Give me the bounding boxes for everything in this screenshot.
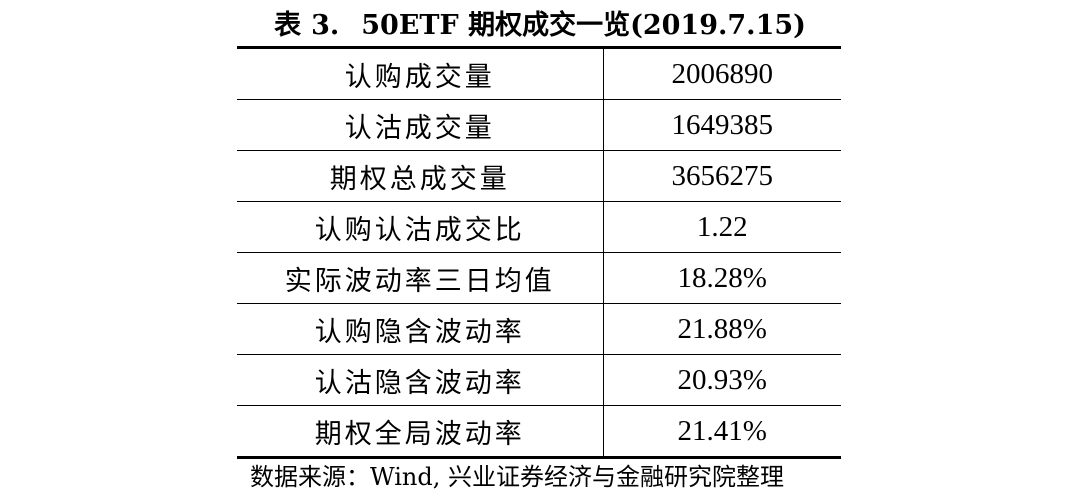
- table-row: 认沽隐含波动率 20.93%: [237, 354, 841, 406]
- row-label: 认购成交量: [237, 46, 604, 100]
- row-label: 实际波动率三日均值: [237, 252, 604, 304]
- row-label: 期权全局波动率: [237, 405, 604, 459]
- table-row: 期权总成交量 3656275: [237, 150, 841, 202]
- data-source-note: 数据来源：Wind, 兴业证券经济与金融研究院整理: [250, 463, 784, 491]
- table-row: 认购认沽成交比 1.22: [237, 201, 841, 253]
- row-value: 21.41%: [603, 405, 841, 459]
- row-label: 认沽成交量: [237, 99, 604, 151]
- table-row: 认沽成交量 1649385: [237, 99, 841, 151]
- caption-prefix: 表: [274, 10, 302, 41]
- options-volume-table: 认购成交量 2006890 认沽成交量 1649385 期权总成交量 36562…: [237, 46, 841, 459]
- table-row: 实际波动率三日均值 18.28%: [237, 252, 841, 304]
- table-row: 认购成交量 2006890: [237, 46, 841, 100]
- table-caption: 表 3. 50ETF 期权成交一览(2019.7.15): [0, 8, 1080, 44]
- row-value: 3656275: [603, 150, 841, 202]
- row-label: 期权总成交量: [237, 150, 604, 202]
- row-label: 认购认沽成交比: [237, 201, 604, 253]
- row-value: 1.22: [603, 201, 841, 253]
- row-value: 18.28%: [603, 252, 841, 304]
- row-value: 20.93%: [603, 354, 841, 406]
- row-value: 1649385: [603, 99, 841, 151]
- row-value: 21.88%: [603, 303, 841, 355]
- row-label: 认购隐含波动率: [237, 303, 604, 355]
- row-label: 认沽隐含波动率: [237, 354, 604, 406]
- table-row: 期权全局波动率 21.41%: [237, 405, 841, 459]
- row-value: 2006890: [603, 46, 841, 100]
- caption-number: 3.: [311, 10, 340, 41]
- table-row: 认购隐含波动率 21.88%: [237, 303, 841, 355]
- caption-text: 50ETF 期权成交一览(2019.7.15): [361, 10, 806, 41]
